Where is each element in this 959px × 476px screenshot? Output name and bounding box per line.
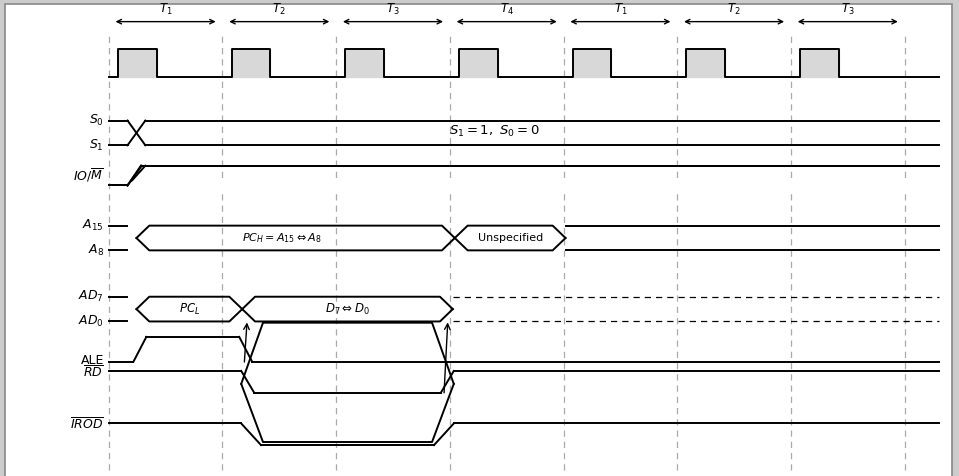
Text: $T_4$: $T_4$: [500, 1, 514, 17]
Text: $T_1$: $T_1$: [614, 1, 627, 17]
FancyBboxPatch shape: [5, 4, 952, 476]
Text: $PC_H = A_{15} \Leftrightarrow A_8$: $PC_H = A_{15} \Leftrightarrow A_8$: [242, 231, 321, 245]
Text: $T_3$: $T_3$: [386, 1, 400, 17]
Text: $AD_0$: $AD_0$: [78, 314, 104, 329]
Text: $D_7 \Leftrightarrow D_0$: $D_7 \Leftrightarrow D_0$: [325, 301, 370, 317]
Text: $T_3$: $T_3$: [841, 1, 854, 17]
Text: $\overline{IROD}$: $\overline{IROD}$: [70, 417, 104, 432]
Text: $T_2$: $T_2$: [272, 1, 286, 17]
Text: Unspecified: Unspecified: [478, 233, 543, 243]
Text: $PC_L$: $PC_L$: [178, 301, 200, 317]
Text: $S_0$: $S_0$: [89, 113, 104, 128]
Text: $T_1$: $T_1$: [159, 1, 173, 17]
Text: $S_1$: $S_1$: [89, 138, 104, 153]
Text: $T_2$: $T_2$: [727, 1, 741, 17]
Text: $\overline{RD}$: $\overline{RD}$: [83, 365, 104, 380]
Text: $AD_7$: $AD_7$: [78, 289, 104, 304]
Text: $IO / \overline{M}$: $IO / \overline{M}$: [73, 167, 104, 184]
Text: $S_1 = 1,\ S_0 = 0$: $S_1 = 1,\ S_0 = 0$: [449, 124, 540, 139]
Text: $A_8$: $A_8$: [87, 243, 104, 258]
Text: ALE: ALE: [81, 354, 104, 367]
Text: $A_{15}$: $A_{15}$: [82, 218, 104, 233]
